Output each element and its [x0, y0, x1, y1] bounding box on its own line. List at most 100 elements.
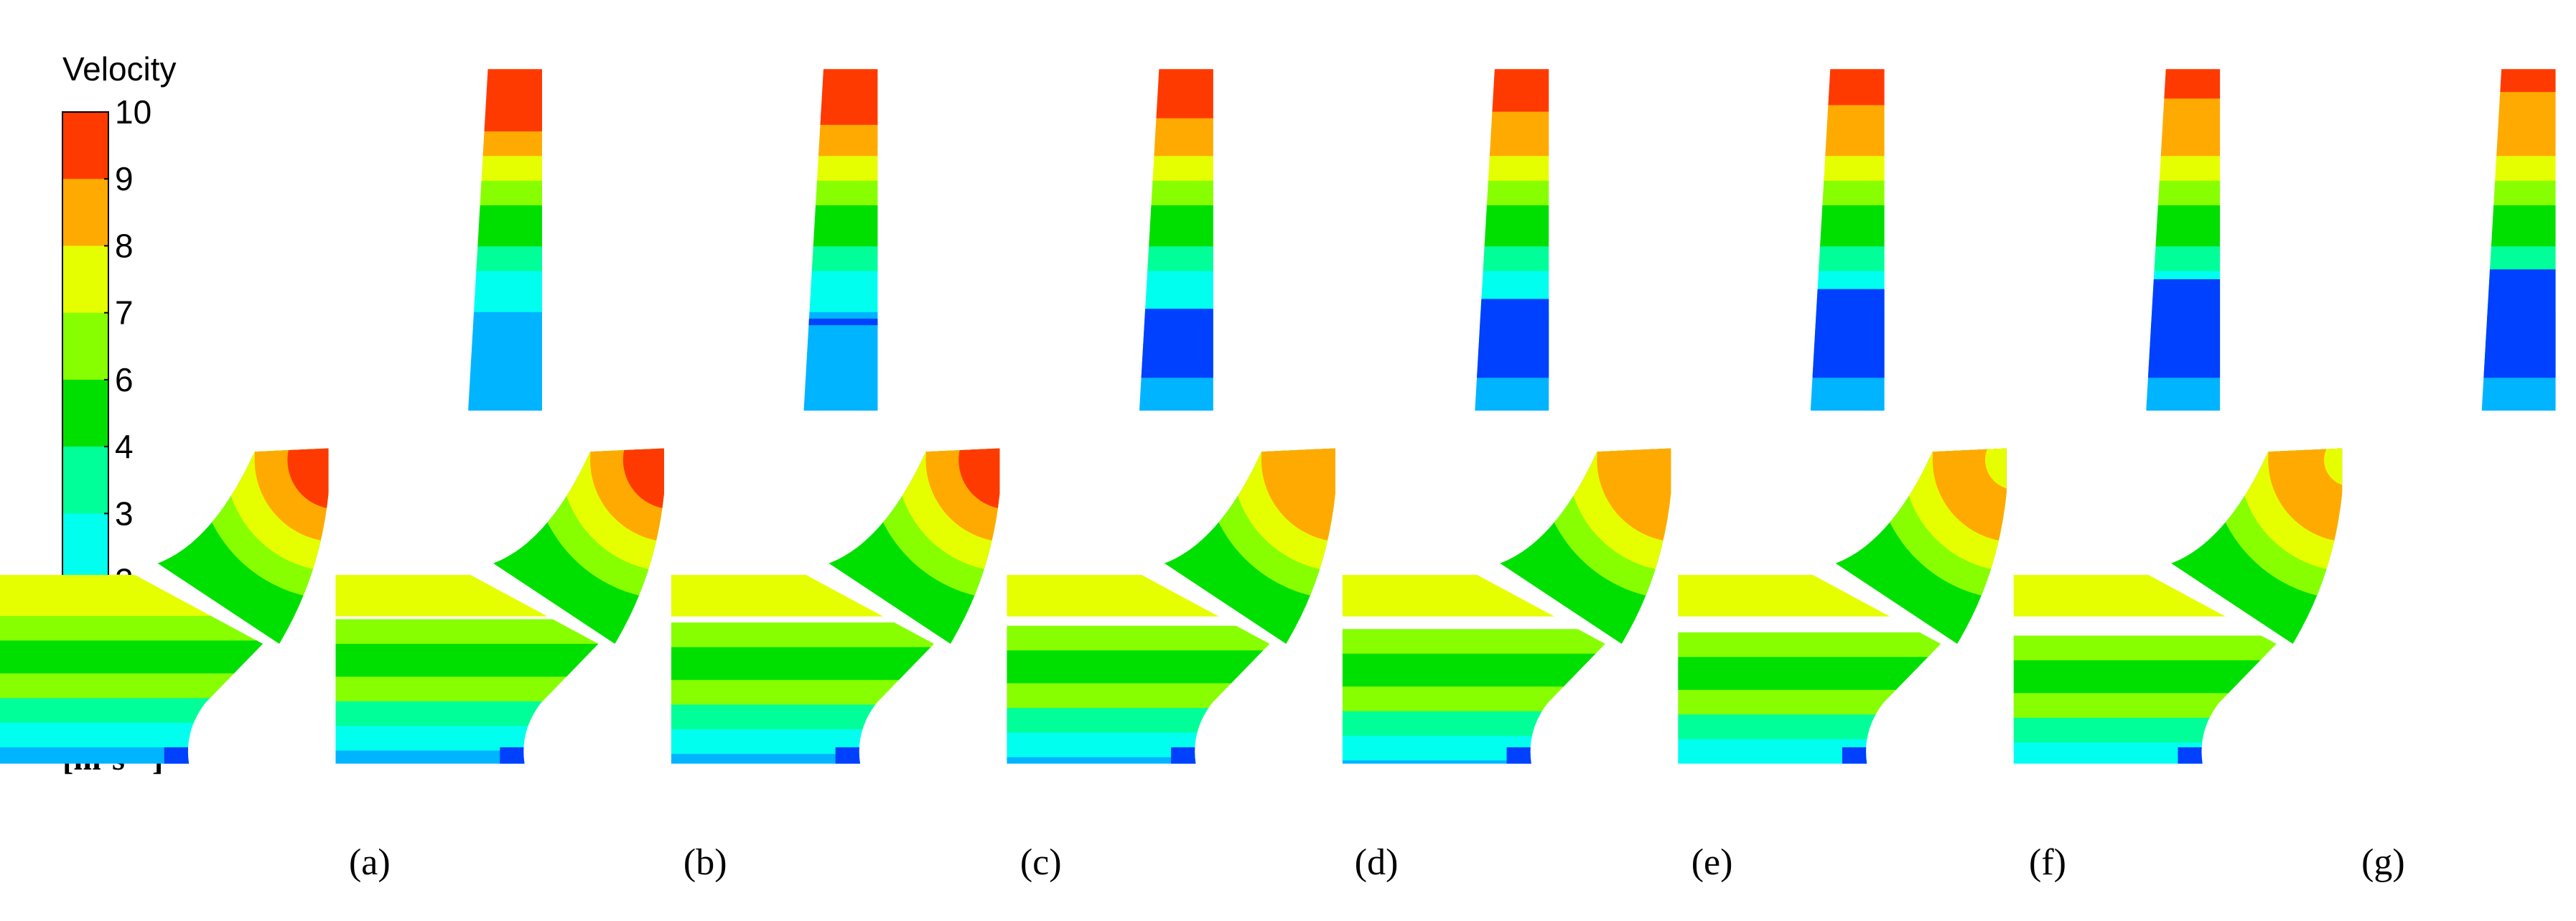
- colorbar-title: Velocity: [62, 50, 177, 88]
- contour-band: [1810, 246, 1885, 272]
- contour-band: [1810, 180, 1885, 206]
- panel-label: (a): [349, 842, 391, 883]
- impeller-passage: [493, 448, 665, 644]
- contour-band: [1007, 757, 1270, 764]
- contour-band: [2211, 448, 2343, 600]
- contour-band: [164, 747, 197, 764]
- colorbar-band: [62, 312, 108, 380]
- contour-band: [803, 156, 878, 182]
- contour-band: [1810, 205, 1885, 247]
- contour-band: [1646, 448, 1671, 493]
- panel-label: (e): [1691, 842, 1733, 883]
- colorbar-tick-label: 4: [115, 428, 134, 465]
- contour-band: [468, 156, 543, 182]
- contour-band: [2324, 448, 2343, 487]
- contour-band: [2481, 205, 2556, 247]
- contour-band: [2481, 92, 2556, 157]
- panel-label: (b): [683, 842, 727, 883]
- contour-panel: [671, 69, 1213, 764]
- contour-band: [868, 448, 1000, 600]
- contour-band: [2481, 269, 2556, 378]
- panel-label: (d): [1355, 842, 1399, 883]
- contour-band: [2005, 767, 2334, 792]
- contour-band: [925, 448, 1000, 543]
- contour-band: [197, 448, 329, 600]
- contour-band: [1810, 156, 1885, 182]
- contour-band: [335, 726, 599, 752]
- contour-band: [1842, 747, 1875, 764]
- contour-band: [1007, 683, 1270, 709]
- colorbar-band: [62, 112, 108, 179]
- contour-band: [671, 729, 934, 754]
- contour-band: [1139, 118, 1213, 157]
- colorbar-tick-label: 6: [115, 361, 134, 398]
- contour-band: [1342, 736, 1605, 762]
- contour-band: [1139, 271, 1213, 313]
- contour-band: [2146, 246, 2221, 272]
- contour-band: [1678, 714, 1941, 740]
- contour-band: [1475, 180, 1549, 206]
- contour-band: [468, 131, 543, 157]
- contour-band: [1139, 180, 1213, 206]
- contour-band: [468, 205, 543, 247]
- contour-band: [0, 698, 263, 724]
- contour-band: [1678, 763, 1941, 764]
- contour-band: [2178, 747, 2211, 764]
- contour-band: [803, 318, 878, 326]
- contour-band: [2013, 742, 2277, 764]
- panel-label: (g): [2361, 842, 2405, 883]
- contour-band: [468, 180, 543, 206]
- contour-band: [0, 640, 263, 674]
- contour-band: [2481, 180, 2556, 206]
- contour-band: [1261, 448, 1335, 543]
- contour-band: [803, 69, 878, 126]
- contour-band: [1139, 156, 1213, 182]
- contour-band: [1342, 686, 1605, 712]
- contour-band: [1475, 111, 1549, 157]
- impeller-passage: [157, 448, 329, 644]
- colorbar-tick-label: 9: [115, 160, 134, 197]
- impeller-passage: [1835, 448, 2007, 644]
- contour-band: [468, 312, 543, 411]
- contour-band: [1475, 69, 1549, 113]
- contour-band: [1810, 69, 1885, 106]
- colorbar-band: [62, 179, 108, 246]
- contour-band: [1678, 632, 1941, 658]
- contour-band: [1475, 156, 1549, 182]
- impeller-passage: [1500, 448, 1671, 644]
- contour-band: [1539, 448, 1671, 600]
- contour-band: [468, 246, 543, 272]
- colorbar-tick-label: 7: [115, 294, 134, 332]
- contour-band: [1475, 205, 1549, 247]
- contour-band: [335, 643, 599, 678]
- colorbar-tick-label: 10: [115, 93, 151, 131]
- contour-band: [1139, 246, 1213, 272]
- contour-band: [1342, 653, 1605, 688]
- outlet-channel: [2481, 69, 2556, 411]
- contour-band: [671, 704, 934, 730]
- contour-band: [1007, 708, 1270, 734]
- contour-band: [2301, 448, 2343, 510]
- contour-band: [500, 747, 533, 764]
- contour-band: [1630, 448, 1671, 510]
- contour-band: [1875, 448, 2007, 600]
- outlet-channel: [468, 69, 543, 411]
- contour-band: [532, 448, 665, 600]
- contour-band: [468, 69, 543, 132]
- contour-band: [2183, 448, 2343, 628]
- outlet-channel: [803, 69, 878, 411]
- contour-panel: [2005, 69, 2556, 792]
- contour-band: [2481, 69, 2556, 93]
- contour-band: [671, 622, 934, 648]
- contour-band: [2013, 660, 2277, 694]
- contour-band: [629, 448, 665, 503]
- contour-band: [803, 271, 878, 313]
- contour-band: [1810, 105, 1885, 157]
- contour-band: [2146, 98, 2221, 157]
- contour-band: [1007, 732, 1270, 758]
- contour-band: [1678, 739, 1941, 764]
- contour-band: [2146, 279, 2221, 378]
- contour-band: [2013, 635, 2277, 661]
- contour-band: [2013, 717, 2277, 743]
